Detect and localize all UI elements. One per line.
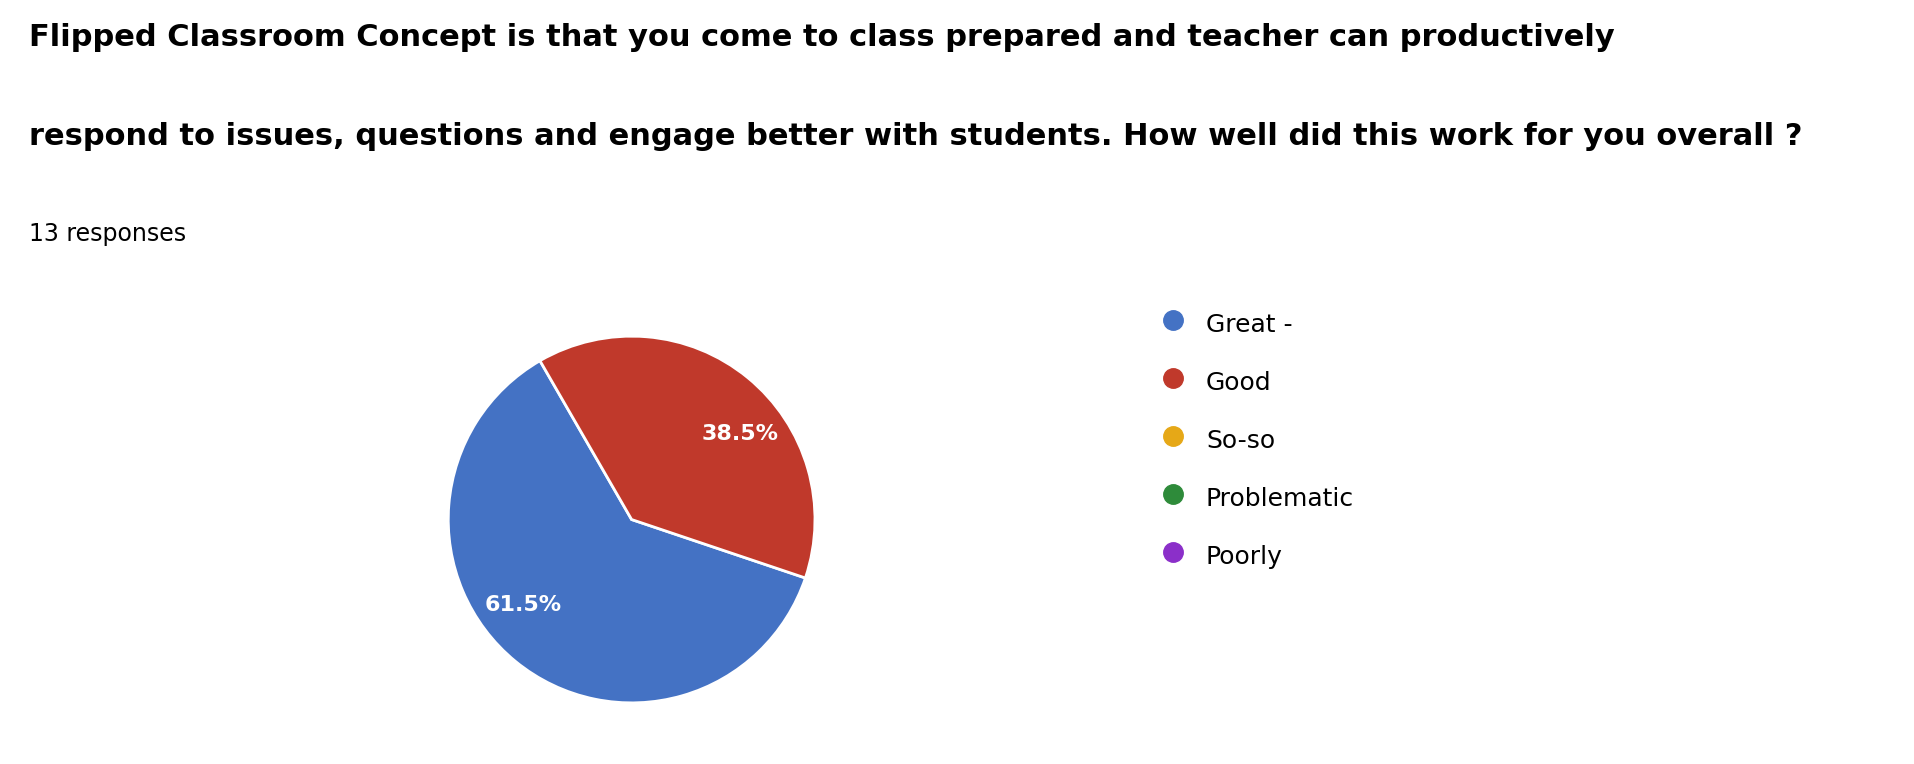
Wedge shape [448, 361, 806, 703]
Wedge shape [540, 336, 815, 578]
Text: 61.5%: 61.5% [484, 594, 563, 615]
Text: 13 responses: 13 responses [29, 222, 186, 245]
Text: Flipped Classroom Concept is that you come to class prepared and teacher can pro: Flipped Classroom Concept is that you co… [29, 23, 1615, 52]
Legend: Great -, Good, So-so, Problematic, Poorly: Great -, Good, So-so, Problematic, Poorl… [1162, 308, 1353, 571]
Text: 38.5%: 38.5% [701, 424, 779, 445]
Text: respond to issues, questions and engage better with students. How well did this : respond to issues, questions and engage … [29, 122, 1803, 151]
